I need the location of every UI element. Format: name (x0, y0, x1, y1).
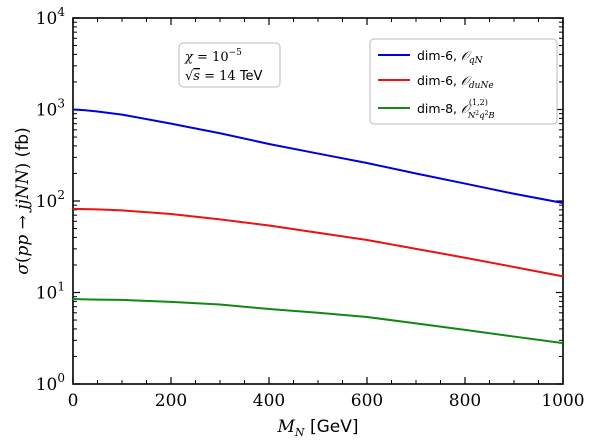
y-tick-label: 103 (36, 97, 65, 121)
x-tick-label: 400 (253, 391, 285, 411)
y-tick-label: 101 (36, 280, 65, 304)
annotation-sqrt-s: √s = 14 TeV (185, 69, 263, 84)
series-layer (72, 108, 564, 345)
y-tick-label: 100 (36, 371, 65, 395)
legend-label-duNe: dim-6, 𝒪duNe (417, 73, 494, 91)
x-tick-label: 1000 (541, 391, 584, 411)
annotation-chi: χ = 10−5 (184, 48, 242, 65)
ticks-layer: 0 200 400 600 800 1000 100 101 102 103 104 (36, 5, 585, 411)
y-axis-label: σ(pp → jjNN) (fb) (13, 127, 33, 274)
x-tick-label: 0 (68, 391, 79, 411)
y-tick-label: 104 (36, 5, 66, 29)
series-line-dim6-qN (72, 108, 564, 205)
x-tick-label: 200 (155, 391, 187, 411)
annotation-box: χ = 10−5 √s = 14 TeV (178, 42, 281, 88)
x-tick-label: 600 (351, 391, 383, 411)
x-axis-label: MN [GeV] (277, 417, 359, 439)
legend-frame (369, 38, 558, 125)
legend-label-dim8: dim-8, 𝒪(1,2) N2q2B (417, 98, 495, 121)
series-line-dim6-duNe (72, 207, 564, 278)
legend: dim-6, 𝒪qN dim-6, 𝒪duNe dim-8, 𝒪(1,2) N2q… (369, 38, 558, 125)
x-tick-label: 800 (449, 391, 481, 411)
series-line-dim8 (72, 297, 564, 345)
y-tick-label: 102 (36, 188, 65, 212)
legend-label-qN: dim-6, 𝒪qN (417, 48, 484, 66)
